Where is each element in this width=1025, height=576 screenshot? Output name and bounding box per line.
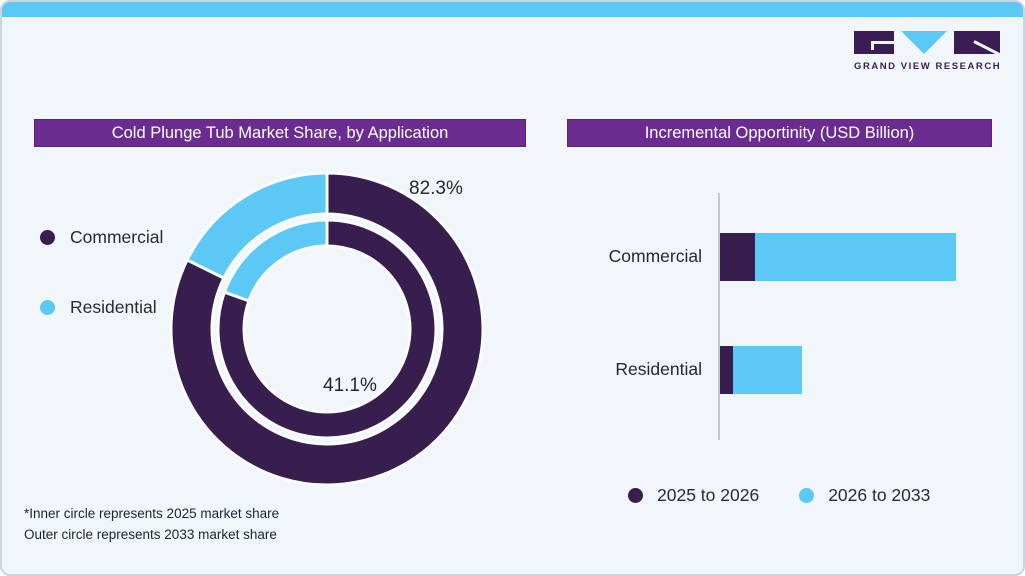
bar-residential-2026-2033-segment [733,346,802,394]
bar-chart-legend: 2025 to 2026 2026 to 2033 [628,485,930,506]
gvr-logo-mark [854,31,1004,54]
bar-commercial [720,233,956,281]
category-label-residential: Residential [615,359,702,379]
right-chart-title: Incremental Opportinity (USD Billion) [567,119,992,147]
logo-g-stub [871,41,874,50]
donut-outer-segment-residential [185,171,329,281]
logo-brand-text: GRAND VIEW RESEARCH [854,61,1002,72]
category-label-commercial: Commercial [608,246,702,266]
legend-dot-2025-2026-icon [628,488,643,503]
logo-r-block-icon [954,31,1000,54]
footnote-line-2: Outer circle represents 2033 market shar… [24,527,277,542]
inner-ring-callout: 41.1% [323,375,377,396]
market-share-donut-chart [169,171,485,487]
logo-g-bar [871,41,894,44]
donut-inner-segment-residential [222,218,329,303]
outer-ring-callout: 82.3% [409,178,463,199]
footnote-line-1: *Inner circle represents 2025 market sha… [24,506,280,521]
legend-dot-2026-2033-icon [799,488,815,503]
legend-item-2025-2026: 2025 to 2026 [628,485,759,506]
legend-item-2026-2033: 2026 to 2033 [799,485,930,506]
bar-commercial-2026-2033-segment [755,233,956,281]
legend-item-residential: Residential [40,297,157,318]
left-chart-title: Cold Plunge Tub Market Share, by Applica… [34,119,526,147]
legend-label-2025-2026: 2025 to 2026 [657,485,760,505]
bar-residential [720,346,802,394]
logo-v-triangle-icon [901,31,947,54]
logo-r-leg [973,40,1000,54]
bar-chart-axis-line [718,193,720,440]
residential-legend-dot-icon [40,300,55,315]
donut-outer-segment-commercial [169,171,485,487]
commercial-legend-dot-icon [40,230,55,245]
legend-label-commercial: Commercial [70,227,164,247]
donut-inner-segment-commercial [216,218,438,440]
legend-item-commercial: Commercial [40,227,163,248]
bar-commercial-2025-2026-segment [720,233,755,281]
legend-label-residential: Residential [70,297,157,317]
legend-label-2026-2033: 2026 to 2033 [828,485,931,505]
grand-view-research-logo: GRAND VIEW RESEARCH [854,31,1004,72]
chart-footnote: *Inner circle represents 2025 market sha… [24,503,279,545]
bar-residential-2025-2026-segment [720,346,733,394]
top-accent-bar [2,2,1023,17]
logo-g-block-icon [854,31,894,54]
